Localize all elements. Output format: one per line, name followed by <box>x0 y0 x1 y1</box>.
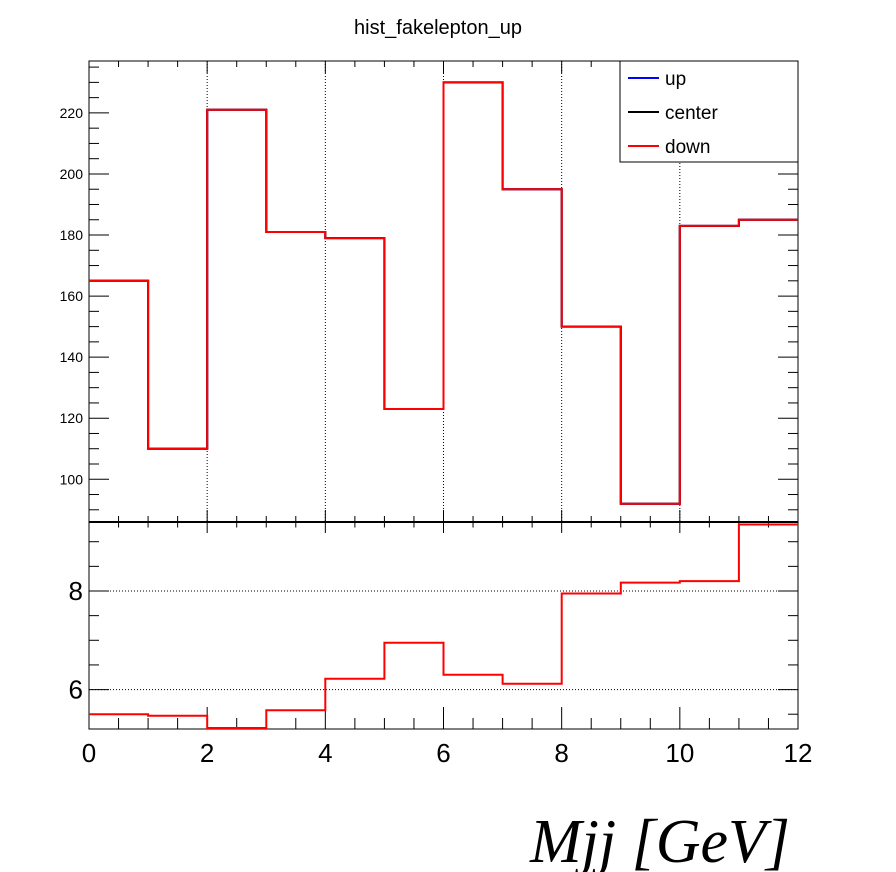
main-axis-ticks: 100 120 140 160 180 200 220 <box>60 61 799 522</box>
ratio-series-group <box>89 523 798 729</box>
main-y-tick-label: 140 <box>60 349 84 365</box>
ratio-grid <box>89 590 798 691</box>
ratio-x-tick-label: 12 <box>784 738 813 768</box>
ratio-x-tick-label: 8 <box>554 738 568 768</box>
ratio-x-tick-label: 6 <box>436 738 450 768</box>
legend-label-center: center <box>665 103 718 124</box>
main-y-tick-label: 200 <box>60 166 84 182</box>
main-y-tick-label: 220 <box>60 105 84 121</box>
x-axis-label: Mjj [GeV] <box>529 808 790 872</box>
ratio-y-tick-label: 6 <box>69 675 83 705</box>
legend-label-down: down <box>665 137 710 158</box>
chart-title: hist_fakelepton_up <box>354 17 522 39</box>
ratio-y-tick-label: 8 <box>69 576 83 606</box>
main-series-down <box>89 81 798 505</box>
ratio-x-tick-labels: 0 2 4 6 8 10 12 <box>82 738 813 768</box>
main-y-tick-label: 180 <box>60 227 84 243</box>
ratio-axis-ticks: 68 <box>69 522 799 729</box>
legend: up center down <box>619 60 799 163</box>
main-y-tick-label: 120 <box>60 410 84 426</box>
ratio-x-tick-label: 2 <box>200 738 214 768</box>
legend-label-up: up <box>665 69 686 90</box>
ratio-x-tick-label: 4 <box>318 738 332 768</box>
ratio-x-tick-label: 0 <box>82 738 96 768</box>
ratio-x-tick-label: 10 <box>665 738 694 768</box>
main-series-group <box>89 81 798 505</box>
ratio-series-down <box>89 523 798 729</box>
main-y-tick-label: 100 <box>60 471 84 487</box>
main-y-tick-label: 160 <box>60 288 84 304</box>
